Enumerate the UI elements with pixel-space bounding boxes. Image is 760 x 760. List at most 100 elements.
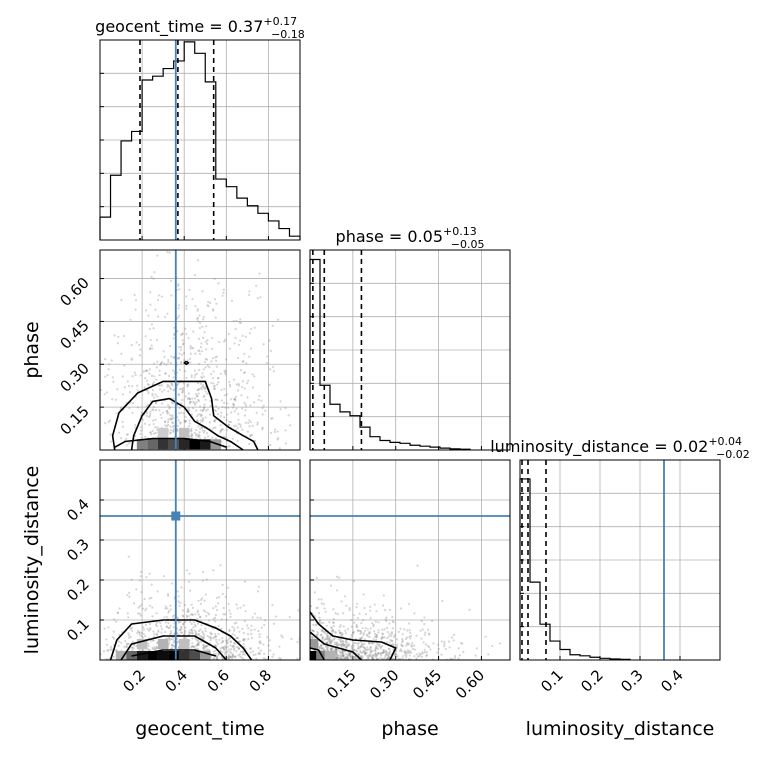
sample-point <box>169 604 172 607</box>
sample-point <box>108 419 112 422</box>
sample-point <box>165 625 168 628</box>
sample-point <box>231 625 234 629</box>
panel-border <box>99 39 301 241</box>
sample-point <box>258 272 261 275</box>
sample-point <box>263 623 266 627</box>
sample-point <box>214 644 217 647</box>
contour-line <box>130 397 244 450</box>
sample-point <box>332 629 335 632</box>
sample-point <box>177 419 180 422</box>
sample-point <box>130 343 133 347</box>
sample-point <box>255 657 258 660</box>
sample-point <box>324 610 327 613</box>
sample-point <box>195 432 198 436</box>
sample-point <box>191 645 194 648</box>
sample-point <box>164 424 167 427</box>
sample-point <box>289 424 292 427</box>
sample-point <box>232 320 235 323</box>
sample-point <box>337 648 340 652</box>
sample-point <box>191 298 194 301</box>
sample-point <box>425 651 428 654</box>
sample-point <box>391 643 394 646</box>
sample-point <box>388 650 392 653</box>
sample-point <box>176 616 179 620</box>
sample-point <box>190 429 193 432</box>
sample-point <box>344 656 347 659</box>
sample-point <box>225 639 228 642</box>
panel-content <box>100 250 292 450</box>
sample-point <box>374 647 377 650</box>
sample-point <box>123 645 126 648</box>
sample-point <box>425 654 428 657</box>
sample-point <box>355 657 358 660</box>
sample-point <box>269 349 273 352</box>
sample-point <box>340 631 343 634</box>
sample-point <box>379 647 382 650</box>
sample-point <box>127 632 130 635</box>
sample-point <box>269 443 272 447</box>
sample-point <box>382 650 385 653</box>
sample-point <box>224 370 227 373</box>
sample-point <box>221 651 224 654</box>
sample-point <box>310 635 314 638</box>
sample-point <box>151 647 154 650</box>
sample-point <box>390 634 393 638</box>
sample-point <box>209 400 212 403</box>
sample-point <box>130 578 133 581</box>
sample-point <box>350 635 354 638</box>
sample-point <box>237 384 241 387</box>
sample-point <box>210 632 213 635</box>
sample-point <box>164 607 167 610</box>
sample-point <box>152 422 155 426</box>
sample-point <box>326 641 329 645</box>
sample-point <box>276 318 280 321</box>
sample-point <box>375 634 378 637</box>
sample-point <box>126 612 129 615</box>
sample-point <box>440 653 443 656</box>
sample-point <box>216 642 219 645</box>
sample-point <box>237 343 240 346</box>
sample-point <box>171 421 174 424</box>
sample-point <box>366 657 369 660</box>
sample-point <box>281 636 284 639</box>
sample-point <box>386 630 389 634</box>
sample-point <box>223 369 226 372</box>
sample-point <box>202 318 205 321</box>
sample-point <box>160 295 164 298</box>
histogram-step <box>519 478 631 660</box>
sample-point <box>253 401 256 404</box>
sample-point <box>148 604 152 607</box>
sample-point <box>147 644 150 647</box>
sample-point <box>243 371 247 374</box>
sample-point <box>197 641 200 644</box>
sample-point <box>242 642 245 646</box>
sample-point <box>380 654 383 657</box>
sample-point <box>185 304 188 308</box>
sample-point <box>365 633 369 636</box>
x-tick-label: 0.8 <box>246 666 276 696</box>
sample-point <box>167 611 170 614</box>
sample-point <box>213 616 217 619</box>
sample-point <box>231 633 234 636</box>
sample-point <box>214 409 218 413</box>
sample-point <box>125 646 128 649</box>
sample-point <box>266 636 269 639</box>
sample-point <box>385 627 389 630</box>
density-cell <box>178 427 190 438</box>
sample-point <box>385 619 388 623</box>
sample-point <box>375 646 378 649</box>
sample-point <box>203 645 206 648</box>
sample-point <box>176 640 179 644</box>
sample-point <box>197 425 200 428</box>
sample-point <box>190 612 194 616</box>
sample-point <box>322 621 325 625</box>
sample-point <box>384 656 387 659</box>
sample-point <box>329 584 333 587</box>
sample-point <box>222 606 225 610</box>
sample-point <box>371 642 374 645</box>
sample-point <box>321 636 324 639</box>
sample-point <box>201 632 205 635</box>
sample-point <box>207 300 210 304</box>
sample-point <box>327 639 330 643</box>
sample-point <box>206 392 209 395</box>
